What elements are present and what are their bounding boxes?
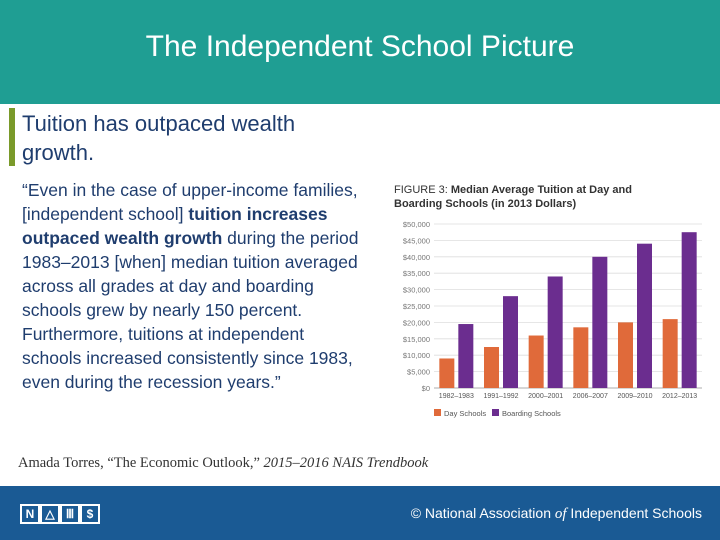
- legend-swatch-boarding: [492, 409, 499, 416]
- bar-day-schools: [439, 358, 455, 388]
- header-band: The Independent School Picture: [0, 0, 720, 104]
- bar-day-schools: [528, 335, 544, 388]
- logo-letter-a: △: [40, 504, 60, 524]
- quote-open: “Even in the case of upper-income famili…: [22, 180, 358, 224]
- heading-accent-bar: [9, 108, 15, 166]
- quote-text: “Even in the case of upper-income famili…: [22, 178, 367, 394]
- y-tick-label: $50,000: [403, 220, 430, 229]
- slide-title: The Independent School Picture: [145, 30, 575, 63]
- bar-boarding-schools: [592, 256, 608, 388]
- tuition-chart-svg: FIGURE 3: Median Average Tuition at Day …: [394, 184, 702, 418]
- y-tick-label: $35,000: [403, 269, 430, 278]
- chart-title-line1: Median Average Tuition at Day and: [451, 184, 632, 196]
- org-prefix: © National Association: [410, 505, 555, 521]
- y-tick-label: $0: [422, 384, 430, 393]
- x-tick-label: 2006–2007: [573, 393, 608, 400]
- chart-title-line2: Boarding Schools (in 2013 Dollars): [394, 198, 576, 210]
- citation-author: Amada Torres, “The Economic Outlook,”: [18, 455, 264, 471]
- citation-source: 2015–2016 NAIS Trendbook: [263, 455, 429, 471]
- organization-name: © National Association of Independent Sc…: [411, 505, 702, 523]
- citation: Amada Torres, “The Economic Outlook,” 20…: [18, 455, 428, 472]
- bar-day-schools: [484, 347, 499, 388]
- org-suffix: Independent Schools: [566, 505, 702, 521]
- y-tick-label: $15,000: [403, 335, 430, 344]
- bar-boarding-schools: [458, 324, 474, 388]
- logo-letter-i: Ⅲ: [60, 504, 80, 524]
- bar-day-schools: [573, 327, 589, 388]
- y-tick-label: $40,000: [403, 253, 430, 262]
- chart-title: FIGURE 3: Median Average Tuition at Day …: [394, 184, 632, 210]
- bar-boarding-schools: [503, 296, 518, 388]
- slide-heading: Tuition has outpaced wealth growth.: [22, 111, 296, 165]
- y-tick-label: $10,000: [403, 351, 430, 360]
- logo-letter-s: $: [80, 504, 100, 524]
- x-tick-label: 1991–1992: [483, 393, 518, 400]
- tuition-chart: FIGURE 3: Median Average Tuition at Day …: [390, 176, 706, 426]
- chart-title-prefix: FIGURE 3:: [394, 184, 451, 196]
- logo-letter-n: N: [20, 504, 40, 524]
- legend-label-boarding: Boarding Schools: [502, 409, 561, 418]
- y-tick-label: $25,000: [403, 302, 430, 311]
- bar-boarding-schools: [637, 243, 652, 388]
- x-tick-label: 2012–2013: [662, 393, 697, 400]
- y-tick-label: $5,000: [407, 368, 430, 377]
- x-tick-label: 1982–1983: [439, 393, 474, 400]
- org-of: of: [554, 506, 567, 522]
- bar-day-schools: [618, 322, 633, 388]
- quote-emphasis: tuition increases outpaced wealth growth: [22, 204, 328, 248]
- nais-logo: N △ Ⅲ $: [20, 504, 100, 524]
- legend-swatch-day: [434, 409, 441, 416]
- y-tick-label: $20,000: [403, 318, 430, 327]
- bar-boarding-schools: [547, 276, 563, 388]
- y-tick-label: $30,000: [403, 286, 430, 295]
- bar-day-schools: [662, 319, 678, 388]
- footer-band: [0, 486, 720, 540]
- x-tick-label: 2000–2001: [528, 393, 563, 400]
- x-tick-label: 2009–2010: [617, 393, 652, 400]
- legend-label-day: Day Schools: [444, 409, 486, 418]
- bar-boarding-schools: [681, 232, 697, 388]
- y-tick-label: $45,000: [403, 236, 430, 245]
- quote-rest: during the period 1983–2013 [when] media…: [22, 228, 359, 392]
